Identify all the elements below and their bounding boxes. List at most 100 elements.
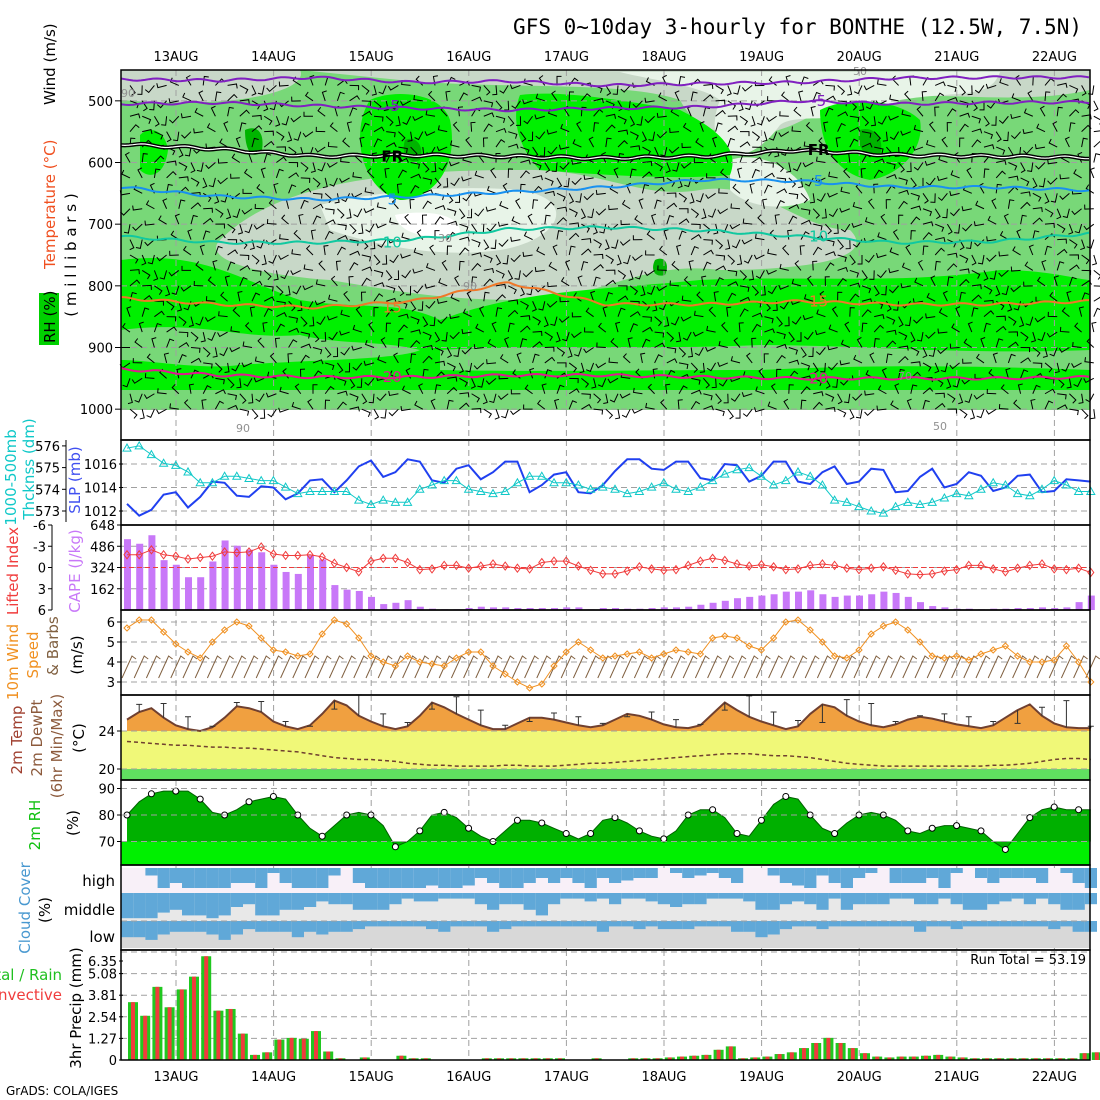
cape-bar <box>770 594 778 610</box>
precip-convective-bar <box>692 1055 697 1060</box>
cloud-high-bar <box>535 868 548 878</box>
wind-barb <box>847 85 853 96</box>
wind-barb <box>888 268 899 274</box>
wind-barb <box>129 124 140 132</box>
wind-barb <box>1023 146 1034 155</box>
wind-barb <box>752 312 763 318</box>
wind-barb <box>922 208 933 217</box>
wind-barb <box>477 378 485 388</box>
cloud-layer-label: middle <box>64 901 115 919</box>
precip-convective-bar <box>362 1057 367 1060</box>
cloud-middle-bar <box>267 893 280 916</box>
wind-speed-point <box>501 670 509 678</box>
wind-barb <box>983 322 991 333</box>
wind-barb <box>910 216 921 225</box>
wind-barb <box>873 285 880 297</box>
li-point <box>513 563 522 574</box>
wind-barb <box>898 331 908 341</box>
wind-barb <box>827 192 838 198</box>
tmax-whisker <box>477 709 484 726</box>
cloud-high-bar <box>377 868 390 888</box>
cape-bar <box>465 608 473 610</box>
cape-bar <box>343 589 351 610</box>
cloud-middle-bar <box>255 893 268 916</box>
thickness-point <box>122 443 132 452</box>
wind-barb <box>645 250 655 256</box>
wind-barb <box>168 98 179 104</box>
precip-panel: 01.272.543.815.086.35 <box>88 949 1100 1069</box>
wind-barb <box>190 177 200 187</box>
wind-barb <box>1074 322 1082 333</box>
precip-convective-bar <box>399 1055 404 1060</box>
wind-barb <box>1069 84 1079 94</box>
wind-barb <box>475 655 491 679</box>
cape-bar <box>685 606 693 610</box>
cloud-middle-bar <box>950 893 963 905</box>
wind-barb <box>300 316 308 327</box>
wind-barb <box>473 362 485 370</box>
wind-barb <box>825 95 836 102</box>
wind-barb <box>562 331 570 342</box>
wind-barb <box>474 208 485 217</box>
wind-barb <box>556 384 565 394</box>
li-point <box>867 563 875 574</box>
wind-barb <box>615 321 621 333</box>
wind-barb <box>255 393 265 403</box>
wind-barb <box>584 327 594 333</box>
wind-barb <box>841 655 857 679</box>
tmax-whisker <box>185 716 191 730</box>
wind-barb <box>597 378 607 388</box>
wind-barb <box>1083 223 1095 231</box>
wind-barb <box>703 405 714 411</box>
wind-barb <box>744 199 753 210</box>
rh-point <box>1050 803 1058 811</box>
wind-barb <box>758 368 765 379</box>
wind-barb <box>290 269 302 276</box>
wind-barb <box>441 332 448 342</box>
rh-point <box>831 830 839 838</box>
wind-barb <box>581 223 590 233</box>
wind-barb <box>368 321 375 333</box>
wind-barb <box>413 285 424 294</box>
wind-barb <box>422 355 433 364</box>
wind-barb <box>495 127 507 133</box>
wind-barb <box>343 291 350 302</box>
wind-barb <box>605 254 615 264</box>
cloud-high-bar <box>438 868 451 888</box>
wind-barb <box>910 205 922 211</box>
wind-barb <box>1049 291 1058 302</box>
thickness-point <box>902 497 913 506</box>
wind-barb <box>690 91 698 101</box>
cloud-low-bar <box>889 921 902 927</box>
cape-bar <box>856 595 863 610</box>
wind-barb <box>214 245 223 256</box>
precip-convective-bar <box>228 1008 233 1060</box>
wind-barb <box>572 655 588 679</box>
day-label-bottom: 13AUG <box>153 1070 198 1085</box>
wind-barb <box>273 270 279 281</box>
cape-bar <box>197 577 205 610</box>
wind-barb <box>946 276 954 286</box>
wind-barb <box>249 306 255 317</box>
rh-point <box>733 830 741 838</box>
wind-barb <box>1093 115 1100 125</box>
thickness-point <box>500 486 511 495</box>
wind-barb <box>837 266 849 272</box>
cloud-low-bar <box>328 921 341 932</box>
wind-barb <box>890 655 905 679</box>
wind-barb <box>873 324 884 333</box>
wind-barb <box>1012 246 1021 256</box>
wind-barb <box>317 162 326 172</box>
wind-barb <box>446 245 453 256</box>
wind-barb <box>441 259 448 271</box>
rh-point <box>1075 806 1083 814</box>
wind-barb <box>670 655 686 679</box>
wind-barb <box>508 143 519 149</box>
cloud-middle-bar <box>792 893 805 902</box>
wind-barb <box>388 408 399 417</box>
wind-barb <box>239 393 247 404</box>
wind-speed-point <box>269 646 278 654</box>
wind-barb <box>1008 162 1018 171</box>
wind-barb <box>906 398 912 410</box>
wind-barb <box>621 408 631 418</box>
